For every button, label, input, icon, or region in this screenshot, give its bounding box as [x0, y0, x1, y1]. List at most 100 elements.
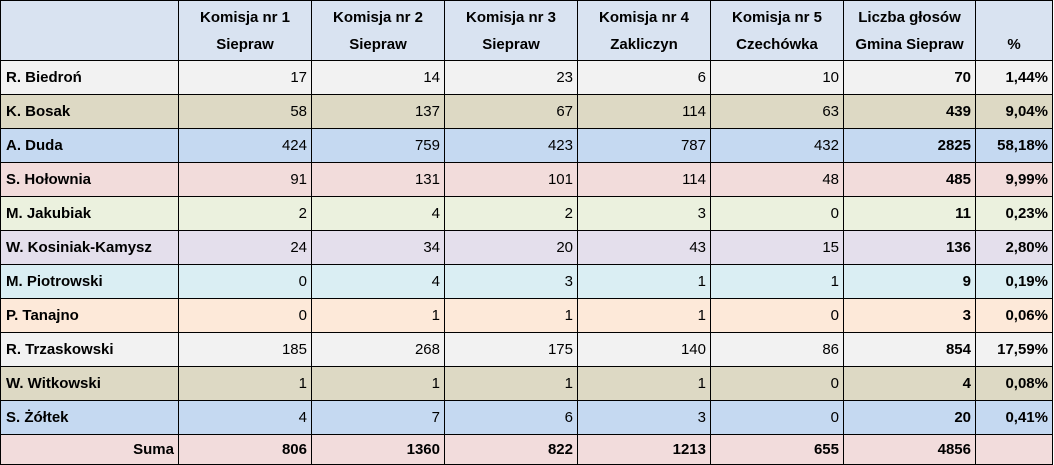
votes-total: 854	[843, 332, 976, 367]
table-row: P. Tanajno 0 1 1 1 0 3 0,06%	[0, 298, 1053, 333]
votes-percent: 0,41%	[975, 400, 1053, 435]
votes-komisja-5: 86	[710, 332, 844, 367]
votes-komisja-3: 1	[444, 366, 578, 401]
candidate-name: R. Trzaskowski	[0, 332, 179, 367]
header-candidate	[0, 0, 179, 61]
votes-komisja-5: 432	[710, 128, 844, 163]
votes-komisja-5: 10	[710, 60, 844, 95]
votes-komisja-2: 4	[311, 264, 445, 299]
votes-komisja-2: 34	[311, 230, 445, 265]
votes-komisja-4: 114	[577, 94, 711, 129]
votes-percent: 9,04%	[975, 94, 1053, 129]
header-percent: %	[975, 0, 1053, 61]
votes-total: 70	[843, 60, 976, 95]
votes-komisja-5: 63	[710, 94, 844, 129]
votes-komisja-2: 759	[311, 128, 445, 163]
table-row: S. Hołownia 91 131 101 114 48 485 9,99%	[0, 162, 1053, 197]
votes-komisja-4: 1	[577, 298, 711, 333]
votes-komisja-3: 423	[444, 128, 578, 163]
votes-komisja-4: 114	[577, 162, 711, 197]
votes-komisja-2: 7	[311, 400, 445, 435]
votes-komisja-2: 131	[311, 162, 445, 197]
votes-komisja-3: 2	[444, 196, 578, 231]
votes-percent: 0,23%	[975, 196, 1053, 231]
sum-komisja-4: 1213	[577, 434, 711, 465]
sum-label: Suma	[0, 434, 179, 465]
votes-komisja-2: 1	[311, 366, 445, 401]
sum-total: 4856	[843, 434, 976, 465]
votes-komisja-1: 17	[178, 60, 312, 95]
header-komisja-3: Komisja nr 3 Siepraw	[444, 0, 578, 61]
votes-percent: 17,59%	[975, 332, 1053, 367]
votes-komisja-3: 67	[444, 94, 578, 129]
sum-komisja-3: 822	[444, 434, 578, 465]
votes-komisja-1: 91	[178, 162, 312, 197]
votes-komisja-1: 2	[178, 196, 312, 231]
table-row: R. Trzaskowski 185 268 175 140 86 854 17,59%	[0, 332, 1053, 367]
candidate-name: M. Piotrowski	[0, 264, 179, 299]
table-row: M. Piotrowski 0 4 3 1 1 9 0,19%	[0, 264, 1053, 299]
votes-percent: 9,99%	[975, 162, 1053, 197]
votes-komisja-1: 185	[178, 332, 312, 367]
votes-komisja-3: 3	[444, 264, 578, 299]
votes-total: 3	[843, 298, 976, 333]
votes-komisja-1: 1	[178, 366, 312, 401]
votes-komisja-3: 1	[444, 298, 578, 333]
candidate-name: W. Witkowski	[0, 366, 179, 401]
candidate-name: P. Tanajno	[0, 298, 179, 333]
votes-komisja-1: 4	[178, 400, 312, 435]
votes-komisja-4: 3	[577, 400, 711, 435]
votes-komisja-2: 137	[311, 94, 445, 129]
votes-percent: 2,80%	[975, 230, 1053, 265]
votes-komisja-1: 0	[178, 264, 312, 299]
votes-percent: 0,06%	[975, 298, 1053, 333]
header-komisja-1: Komisja nr 1 Siepraw	[178, 0, 312, 61]
sum-percent	[975, 434, 1053, 465]
votes-komisja-3: 6	[444, 400, 578, 435]
table-row: R. Biedroń 17 14 23 6 10 70 1,44%	[0, 60, 1053, 95]
header-komisja-4: Komisja nr 4 Zakliczyn	[577, 0, 711, 61]
votes-percent: 0,19%	[975, 264, 1053, 299]
votes-komisja-5: 48	[710, 162, 844, 197]
header-total: Liczba głosów Gmina Siepraw	[843, 0, 976, 61]
sum-row: Suma 806 1360 822 1213 655 4856	[0, 434, 1053, 465]
votes-komisja-4: 787	[577, 128, 711, 163]
votes-komisja-5: 0	[710, 298, 844, 333]
votes-total: 20	[843, 400, 976, 435]
header-komisja-5: Komisja nr 5 Czechówka	[710, 0, 844, 61]
votes-percent: 58,18%	[975, 128, 1053, 163]
votes-komisja-4: 1	[577, 264, 711, 299]
votes-komisja-5: 15	[710, 230, 844, 265]
candidate-name: M. Jakubiak	[0, 196, 179, 231]
votes-komisja-2: 4	[311, 196, 445, 231]
votes-percent: 0,08%	[975, 366, 1053, 401]
table-row: W. Witkowski 1 1 1 1 0 4 0,08%	[0, 366, 1053, 401]
votes-komisja-4: 3	[577, 196, 711, 231]
votes-komisja-2: 268	[311, 332, 445, 367]
votes-total: 9	[843, 264, 976, 299]
votes-komisja-4: 140	[577, 332, 711, 367]
votes-komisja-2: 1	[311, 298, 445, 333]
header-row: Komisja nr 1 Siepraw Komisja nr 2 Siepraw …	[0, 0, 1053, 61]
votes-percent: 1,44%	[975, 60, 1053, 95]
votes-komisja-1: 58	[178, 94, 312, 129]
table-row: A. Duda 424 759 423 787 432 2825 58,18%	[0, 128, 1053, 163]
sum-komisja-5: 655	[710, 434, 844, 465]
candidate-name: K. Bosak	[0, 94, 179, 129]
votes-total: 11	[843, 196, 976, 231]
table-row: S. Żółtek 4 7 6 3 0 20 0,41%	[0, 400, 1053, 435]
table-row: M. Jakubiak 2 4 2 3 0 11 0,23%	[0, 196, 1053, 231]
votes-komisja-5: 0	[710, 366, 844, 401]
votes-komisja-4: 1	[577, 366, 711, 401]
votes-komisja-3: 101	[444, 162, 578, 197]
candidate-name: W. Kosiniak-Kamysz	[0, 230, 179, 265]
votes-komisja-3: 20	[444, 230, 578, 265]
candidate-name: A. Duda	[0, 128, 179, 163]
sum-komisja-2: 1360	[311, 434, 445, 465]
votes-komisja-1: 0	[178, 298, 312, 333]
votes-total: 136	[843, 230, 976, 265]
candidate-name: S. Hołownia	[0, 162, 179, 197]
votes-total: 4	[843, 366, 976, 401]
votes-komisja-1: 424	[178, 128, 312, 163]
